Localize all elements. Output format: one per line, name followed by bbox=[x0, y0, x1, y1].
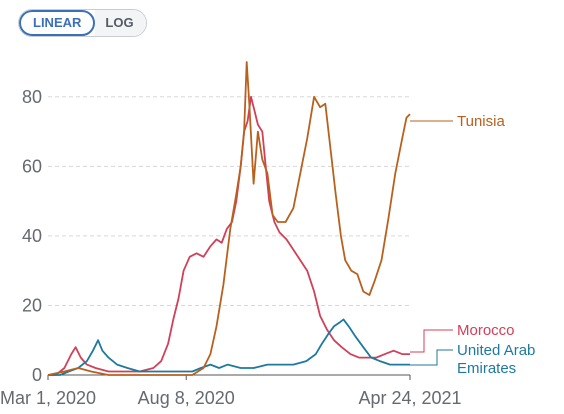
y-tick-label: 20 bbox=[22, 295, 42, 315]
tunisia-line bbox=[47, 61, 411, 376]
y-tick-label: 0 bbox=[32, 365, 42, 385]
linear-scale-button[interactable]: LINEAR bbox=[19, 10, 96, 36]
y-tick-label: 40 bbox=[22, 226, 42, 246]
scale-toggle: LINEAR LOG bbox=[18, 9, 147, 37]
uae-label-leader bbox=[410, 349, 453, 366]
series-lines bbox=[47, 61, 411, 376]
uae-label-line2: Emirates bbox=[457, 360, 516, 377]
x-tick-label: Aug 8, 2020 bbox=[138, 388, 235, 408]
x-tick-label: Mar 1, 2020 bbox=[0, 388, 96, 408]
y-axis-ticks: 0 20 40 60 80 bbox=[22, 87, 42, 385]
morocco-label-leader bbox=[410, 329, 453, 353]
uae-line bbox=[48, 318, 410, 376]
log-scale-button[interactable]: LOG bbox=[95, 10, 146, 36]
tunisia-label: Tunisia bbox=[457, 113, 505, 130]
series-end-labels: Tunisia Morocco United Arab Emirates bbox=[410, 113, 535, 377]
y-tick-label: 80 bbox=[22, 87, 42, 107]
uae-label-line1: United Arab bbox=[457, 342, 535, 359]
x-axis-ticks: Mar 1, 2020 Aug 8, 2020 Apr 24, 2021 bbox=[0, 375, 462, 408]
morocco-label: Morocco bbox=[457, 322, 515, 339]
x-tick-label: Apr 24, 2021 bbox=[358, 388, 461, 408]
y-tick-label: 60 bbox=[22, 156, 42, 176]
